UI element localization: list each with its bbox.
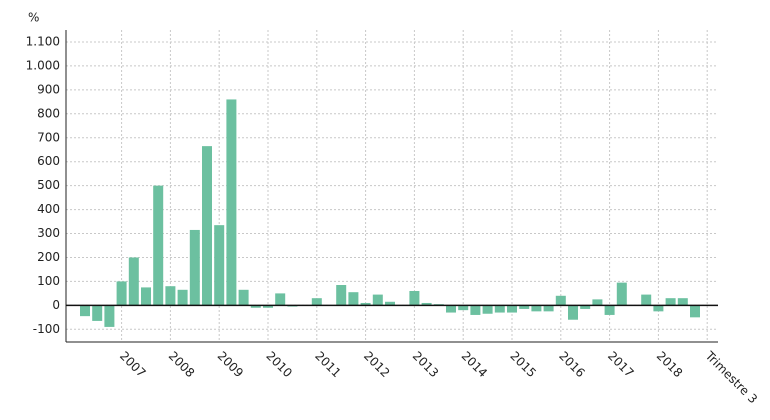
y-tick-label: 1.100 (26, 34, 60, 48)
bar (690, 305, 700, 318)
y-tick-label: 600 (37, 154, 60, 168)
x-tick-label: 2007 (117, 349, 148, 380)
bar (275, 293, 286, 306)
bar (458, 305, 469, 311)
bar (348, 292, 359, 306)
x-tick-label: Trimestre 3 (702, 348, 760, 406)
bar (568, 305, 578, 320)
bar (616, 282, 627, 306)
bar (409, 290, 420, 306)
bar (604, 305, 615, 315)
bar (177, 289, 188, 306)
bar (531, 305, 542, 312)
y-tick-label: 100 (37, 274, 60, 288)
x-tick-label: 2010 (263, 349, 294, 380)
y-tick-label: 0 (52, 298, 60, 312)
y-axis-label: % (28, 11, 39, 25)
bar (494, 305, 505, 313)
y-tick-label: -100 (33, 322, 60, 336)
bar (189, 229, 200, 306)
x-tick-label: 2015 (507, 349, 538, 380)
y-tick-label: 300 (37, 226, 60, 240)
bar (104, 305, 115, 327)
bar (250, 305, 261, 308)
x-tick-label: 2016 (556, 349, 587, 380)
bar (446, 305, 456, 313)
bar (214, 225, 225, 306)
bar (153, 185, 164, 306)
bar (470, 305, 481, 315)
bar (141, 287, 151, 306)
bar (360, 302, 371, 306)
bar (677, 298, 688, 306)
bar (128, 257, 139, 306)
bar (372, 294, 383, 306)
x-tick-label: 2011 (312, 349, 343, 380)
bar (421, 302, 432, 306)
bar (116, 281, 127, 306)
x-tick-label: 2012 (361, 349, 392, 380)
x-tick-label: 2017 (605, 349, 636, 380)
bar (653, 305, 664, 312)
bar (592, 299, 603, 306)
bar (507, 305, 517, 313)
bar (555, 295, 566, 306)
bar (238, 289, 249, 306)
y-tick-label: 1.000 (26, 58, 60, 72)
bar (580, 305, 591, 309)
bar (92, 305, 103, 321)
bar (263, 305, 273, 308)
bar (202, 146, 212, 306)
y-tick-label: 700 (37, 130, 60, 144)
bar (165, 286, 176, 306)
bar (641, 294, 652, 306)
y-tick-label: 900 (37, 82, 60, 96)
bar (336, 285, 347, 306)
x-tick-label: 2008 (166, 349, 197, 380)
bar (311, 298, 322, 306)
y-tick-label: 500 (37, 178, 60, 192)
x-tick-label: 2013 (410, 349, 441, 380)
x-tick-label: 2009 (215, 349, 246, 380)
bar (543, 305, 554, 312)
bar (226, 99, 237, 306)
bar (385, 301, 395, 306)
bar (80, 305, 90, 317)
bar (665, 298, 676, 306)
y-tick-label: 200 (37, 250, 60, 264)
x-tick-label: 2014 (459, 349, 490, 380)
bar (482, 305, 493, 314)
bar (519, 305, 530, 309)
y-tick-label: 800 (37, 106, 60, 120)
x-tick-label: 2018 (654, 349, 685, 380)
y-tick-label: 400 (37, 202, 60, 216)
